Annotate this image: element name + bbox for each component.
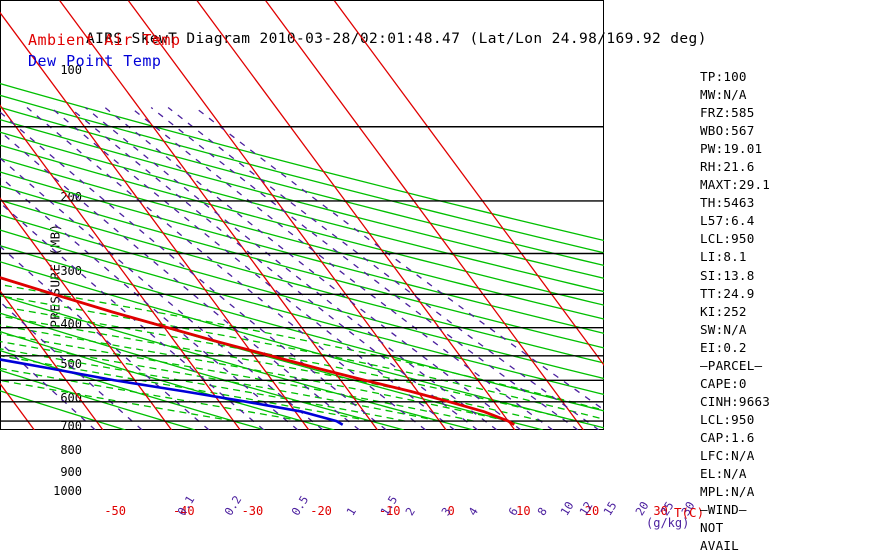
- mixing-ratio-tick-15: 15: [600, 498, 620, 519]
- stat-row: RH:21.6: [700, 159, 755, 175]
- stat-row: EI:0.2: [700, 339, 747, 355]
- legend-dew-point-temp: Dew Point Temp: [28, 52, 162, 70]
- stat-row: FRZ:585: [700, 105, 755, 121]
- stat-row: LFC:N/A: [700, 447, 755, 463]
- stat-row: CAP:1.6: [700, 429, 755, 445]
- stat-row: PW:19.01: [700, 141, 763, 157]
- ambient-temp-curve: [0, 276, 515, 426]
- stat-row: TT:24.9: [700, 285, 755, 301]
- skewt-plot-area[interactable]: Ambient Air Temp Dew Point Temp: [0, 0, 604, 430]
- bottom-isotherm-tick-10: 10: [516, 504, 531, 518]
- stat-row: CINH:9663: [700, 393, 771, 409]
- mixing-ratio-axis-title: (g/kg): [646, 516, 690, 530]
- stat-row: TH:5463: [700, 195, 755, 211]
- mixing-ratio-tick-2: 2: [402, 504, 418, 519]
- mixing-ratio-tick-8: 8: [534, 504, 550, 519]
- pressure-tick-800: 800: [60, 443, 82, 458]
- stat-row: SW:N/A: [700, 321, 747, 337]
- dewpoint-curve: [0, 358, 344, 426]
- stat-row: MAXT:29.1: [700, 177, 771, 193]
- bottom-isotherm-tick-30: 30: [653, 504, 668, 518]
- isobar-lines: [0, 0, 604, 422]
- bottom-isotherm-tick-neg40: -40: [172, 504, 195, 518]
- bottom-isotherm-tick-neg50: -50: [104, 504, 126, 518]
- stat-row: AVAIL: [700, 538, 739, 554]
- mixing-ratio-tick-0p5: 0.5: [288, 493, 312, 519]
- page-title: AIRS SkewT Diagram 2010-03-28/02:01:48.4…: [86, 31, 707, 47]
- bottom-isotherm-tick-neg10: -10: [378, 504, 401, 518]
- stat-row: LI:8.1: [700, 249, 747, 265]
- stat-row: SI:13.8: [700, 267, 755, 283]
- pressure-tick-700: 700: [60, 418, 82, 433]
- stat-row: LCL:950: [700, 411, 755, 427]
- pressure-tick-300: 300: [60, 263, 82, 278]
- stat-row: MW:N/A: [700, 87, 747, 103]
- bottom-isotherm-tick-0: 0: [447, 504, 455, 518]
- legend-ambient-air-temp: Ambient Air Temp: [28, 31, 181, 49]
- bottom-isotherm-tick-neg30: -30: [241, 504, 264, 518]
- mixing-ratio-tick-10: 10: [557, 498, 577, 519]
- stat-row: TP:100: [700, 69, 747, 84]
- pressure-tick-400: 400: [60, 316, 82, 331]
- mixing-ratio-lines: [0, 106, 604, 430]
- pressure-tick-500: 500: [60, 357, 82, 372]
- stat-row: WBO:567: [700, 123, 755, 139]
- temperature-axis-title: T(C): [674, 505, 705, 520]
- pressure-tick-1000: 1000: [53, 484, 82, 499]
- pressure-tick-100: 100: [60, 63, 82, 77]
- stat-row: MPL:N/A: [700, 484, 755, 500]
- stat-row: —PARCEL—: [700, 357, 763, 373]
- stat-row: LCL:950: [700, 231, 755, 247]
- stat-row: CAPE:0: [700, 375, 747, 391]
- stat-row: —WIND—: [700, 502, 747, 518]
- stat-row: EL:N/A: [700, 466, 747, 482]
- stat-row: KI:252: [700, 303, 747, 319]
- mixing-ratio-tick-1: 1: [343, 504, 359, 519]
- bottom-isotherm-tick-neg20: -20: [310, 504, 332, 518]
- pressure-tick-900: 900: [60, 464, 82, 479]
- mixing-ratio-tick-4: 4: [465, 504, 482, 519]
- bottom-isotherm-tick-20: 20: [584, 504, 600, 518]
- sounding-stats-panel: TP:100 MW:N/A FRZ:585 WBO:567 PW:19.01 RH:21.…: [700, 68, 865, 555]
- skewt-plot-svg: [0, 0, 604, 430]
- stat-row: L57:6.4: [700, 213, 755, 229]
- stat-row: NOT: [700, 520, 724, 536]
